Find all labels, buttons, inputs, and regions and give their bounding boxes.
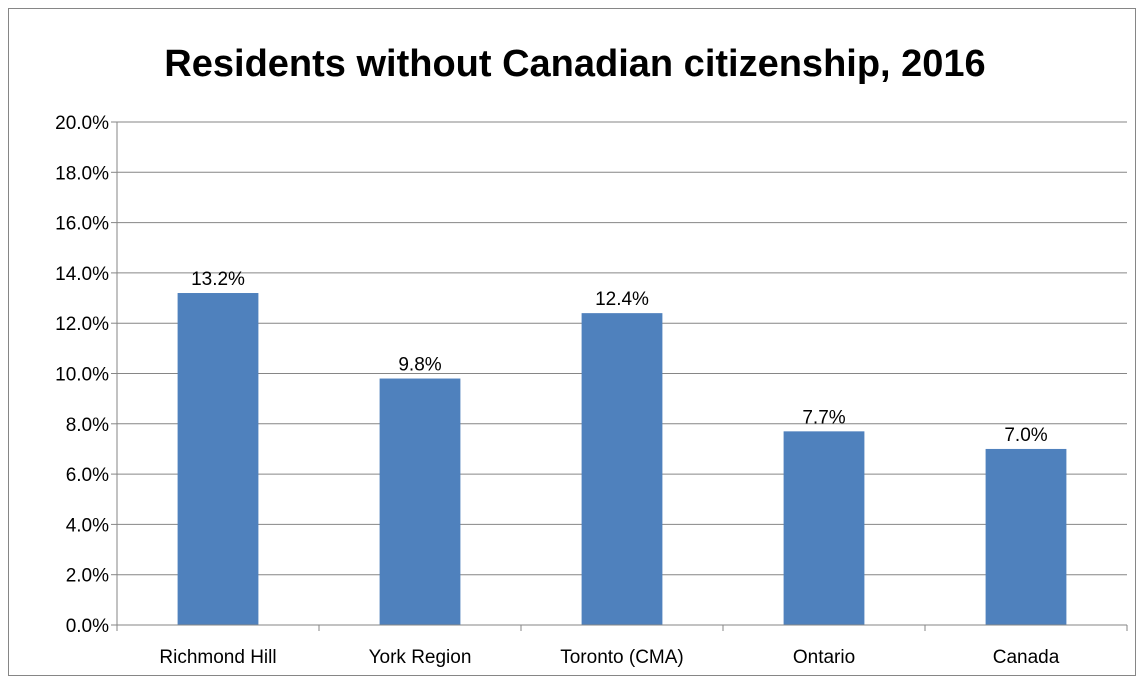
- y-tick-label: 20.0%: [55, 113, 109, 134]
- y-tick-label: 0.0%: [66, 616, 109, 637]
- gridlines: [117, 121, 1127, 576]
- data-label: 13.2%: [191, 269, 245, 290]
- data-labels: 13.2% 9.8% 12.4% 7.7% 7.0%: [191, 269, 1048, 446]
- bar: [177, 293, 259, 625]
- y-tick-label: 4.0%: [66, 515, 109, 536]
- y-tick-label: 14.0%: [55, 264, 109, 285]
- bar: [581, 313, 663, 625]
- bar: [985, 448, 1067, 625]
- x-axis-ticks: Richmond Hill York Region Toronto (CMA) Ont…: [116, 625, 1128, 668]
- y-tick-label: 10.0%: [55, 365, 109, 386]
- y-tick-label: 8.0%: [66, 415, 109, 436]
- y-tick-label: 6.0%: [66, 465, 109, 486]
- bar: [783, 431, 865, 625]
- y-tick-label: 16.0%: [55, 214, 109, 235]
- x-tick-label: Toronto (CMA): [560, 647, 684, 668]
- x-tick-label: Canada: [993, 647, 1060, 668]
- data-label: 12.4%: [595, 289, 649, 310]
- x-tick-label: Richmond Hill: [159, 647, 276, 668]
- axes: [116, 122, 1127, 626]
- x-tick-label: Ontario: [793, 647, 855, 668]
- y-tick-label: 18.0%: [55, 163, 109, 184]
- data-label: 7.7%: [802, 407, 845, 428]
- chart-title: Residents without Canadian citizenship, …: [164, 43, 985, 85]
- bar: [379, 378, 461, 625]
- x-tick-label: York Region: [369, 647, 472, 668]
- data-label: 9.8%: [398, 355, 441, 376]
- y-tick-label: 2.0%: [66, 566, 109, 587]
- bars: [177, 293, 1067, 625]
- data-label: 7.0%: [1004, 425, 1047, 446]
- y-axis-ticks: 0.0% 2.0% 4.0% 6.0% 8.0% 10.0% 12.0% 14.0% 16.0%…: [55, 113, 117, 637]
- y-tick-label: 12.0%: [55, 314, 109, 335]
